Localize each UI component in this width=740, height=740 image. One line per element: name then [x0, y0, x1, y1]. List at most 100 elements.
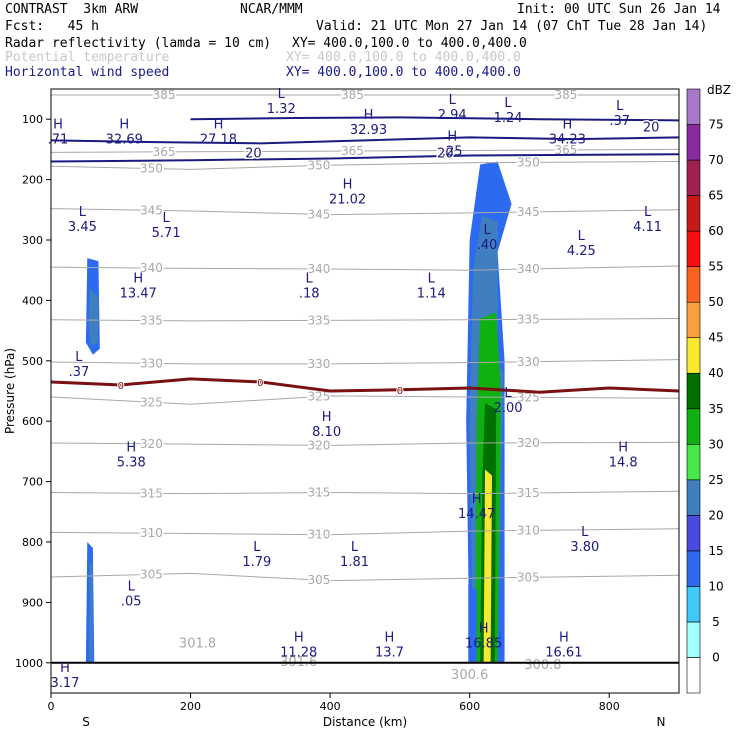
- extremum-letter: L: [581, 525, 589, 540]
- extremum-value: 4.25: [567, 244, 596, 259]
- extremum-letter: H: [479, 622, 489, 637]
- colorbar-level-25: 25: [708, 473, 723, 487]
- extremum-value: 3.80: [570, 540, 599, 555]
- colorbar-level-70: 70: [708, 153, 723, 167]
- theta-label-315-1: 315: [307, 486, 330, 500]
- theta-label-345-1: 345: [307, 207, 330, 221]
- extremum-value: 5.38: [117, 455, 146, 470]
- wind-contour-2: [190, 116, 679, 122]
- theta-label-350-1: 350: [307, 158, 330, 172]
- extremum-value: 4.11: [633, 220, 662, 235]
- y-tick-label-400: 400: [22, 294, 43, 307]
- theta-label-335-0: 335: [140, 314, 163, 328]
- theta-label-340-1: 340: [307, 262, 330, 276]
- theta-label-335-1: 335: [307, 313, 330, 327]
- extremum-letter: H: [472, 492, 482, 507]
- extremum-value: 27.18: [200, 132, 237, 147]
- extremum-marker-27: L1.81: [340, 540, 369, 570]
- y-tick-label-300: 300: [22, 234, 43, 247]
- y-tick-label-700: 700: [22, 476, 43, 489]
- extremum-marker-23: H14.8: [609, 440, 638, 470]
- theta-label-350-2: 350: [517, 155, 540, 169]
- reflectivity-cell-8: [483, 469, 492, 663]
- forecast-hour: Fcst: 45 h: [5, 19, 99, 34]
- init-time: Init: 00 UTC Sun 26 Jan 14: [517, 2, 721, 17]
- extremum-value: 32.93: [350, 123, 387, 138]
- extremum-marker-3: L1.32: [267, 87, 296, 117]
- field1-xy: XY= 400.0,100.0 to 400.0,400.0: [292, 36, 527, 51]
- extremum-value: 1.32: [267, 102, 296, 117]
- theta-label-310-2: 310: [517, 523, 540, 537]
- extremum-letter: L: [163, 211, 171, 226]
- x-tick-label-600: 600: [459, 700, 480, 713]
- extremum-letter: L: [644, 205, 652, 220]
- reflectivity-cell-9: [468, 584, 477, 663]
- extremum-letter: H: [60, 661, 70, 676]
- theta-contour-310: [51, 528, 679, 536]
- extremum-letter: L: [616, 99, 624, 114]
- extremum-value: 34.23: [549, 132, 586, 147]
- colorbar-swatch-12: [686, 230, 701, 267]
- x-end-label-south: S: [82, 715, 90, 729]
- extremum-letter: H: [133, 271, 143, 286]
- y-tick-label-500: 500: [22, 355, 43, 368]
- theta-contour-345: [51, 208, 679, 216]
- extremum-marker-31: H16.85: [465, 622, 502, 652]
- extremum-marker-33: H3.17: [50, 661, 79, 691]
- extremum-letter: H: [562, 117, 572, 132]
- extremum-value: 16.85: [465, 637, 502, 652]
- colorbar-level-15: 15: [708, 544, 723, 558]
- plot-frame: [50, 88, 680, 694]
- theta-contour-320: [51, 441, 679, 446]
- theta-label-385-1: 385: [341, 88, 364, 102]
- extremum-letter: L: [128, 579, 136, 594]
- zero-isotherm-label-3: 0: [257, 378, 263, 389]
- extremum-value: .25: [442, 144, 463, 159]
- theta-label-330-2: 330: [517, 355, 540, 369]
- extremum-letter: L: [253, 540, 261, 555]
- extremum-marker-16: H13.47: [120, 271, 157, 301]
- extremum-letter: H: [119, 117, 129, 132]
- extremum-value: .40: [477, 238, 498, 253]
- chart-org: NCAR/MMM: [240, 2, 303, 17]
- extremum-value: .37: [69, 365, 90, 380]
- extremum-value: 1.24: [494, 111, 523, 126]
- theta-label-310-1: 310: [307, 528, 330, 542]
- theta-minimum-label-2: 300.6: [451, 668, 488, 683]
- zero-isotherm-label-5: 0: [397, 386, 403, 397]
- extremum-value: 14.47: [458, 507, 495, 522]
- extremum-value: 13.47: [120, 286, 157, 301]
- extremum-value: .18: [299, 286, 320, 301]
- extremum-letter: H: [559, 631, 569, 646]
- extremum-value: 16.61: [545, 646, 582, 661]
- extremum-value: 2.94: [438, 108, 467, 123]
- theta-contour-340: [51, 265, 679, 271]
- theta-label-350-0: 350: [140, 161, 163, 175]
- extremum-letter: H: [126, 440, 136, 455]
- colorbar-level-5: 5: [712, 615, 720, 629]
- extremum-marker-28: L.05: [121, 579, 142, 609]
- theta-label-315-0: 315: [140, 486, 163, 500]
- extremum-marker-1: H32.69: [106, 117, 143, 147]
- extremum-marker-18: L1.14: [417, 271, 446, 301]
- extremum-marker-32: H16.61: [545, 631, 582, 661]
- y-tick-label-600: 600: [22, 415, 43, 428]
- extremum-marker-14: L.40: [477, 223, 498, 253]
- extremum-letter: L: [449, 93, 457, 108]
- theta-label-335-2: 335: [517, 312, 540, 326]
- extremum-letter: L: [75, 350, 83, 365]
- theta-label-330-1: 330: [307, 357, 330, 371]
- colorbar-swatch-2: [686, 586, 701, 623]
- extremum-letter: H: [385, 631, 395, 646]
- extremum-marker-21: H8.10: [312, 410, 341, 440]
- extremum-letter: H: [343, 178, 353, 193]
- theta-label-305-1: 305: [307, 573, 330, 587]
- extremum-value: 3.45: [68, 220, 97, 235]
- theta-label-315-2: 315: [517, 486, 540, 500]
- colorbar-swatch-11: [686, 266, 701, 303]
- theta-label-365-0: 365: [153, 145, 176, 159]
- colorbar-level-20: 20: [708, 508, 723, 522]
- colorbar-swatch-10: [686, 301, 701, 339]
- wind-label-2: 20: [643, 120, 660, 135]
